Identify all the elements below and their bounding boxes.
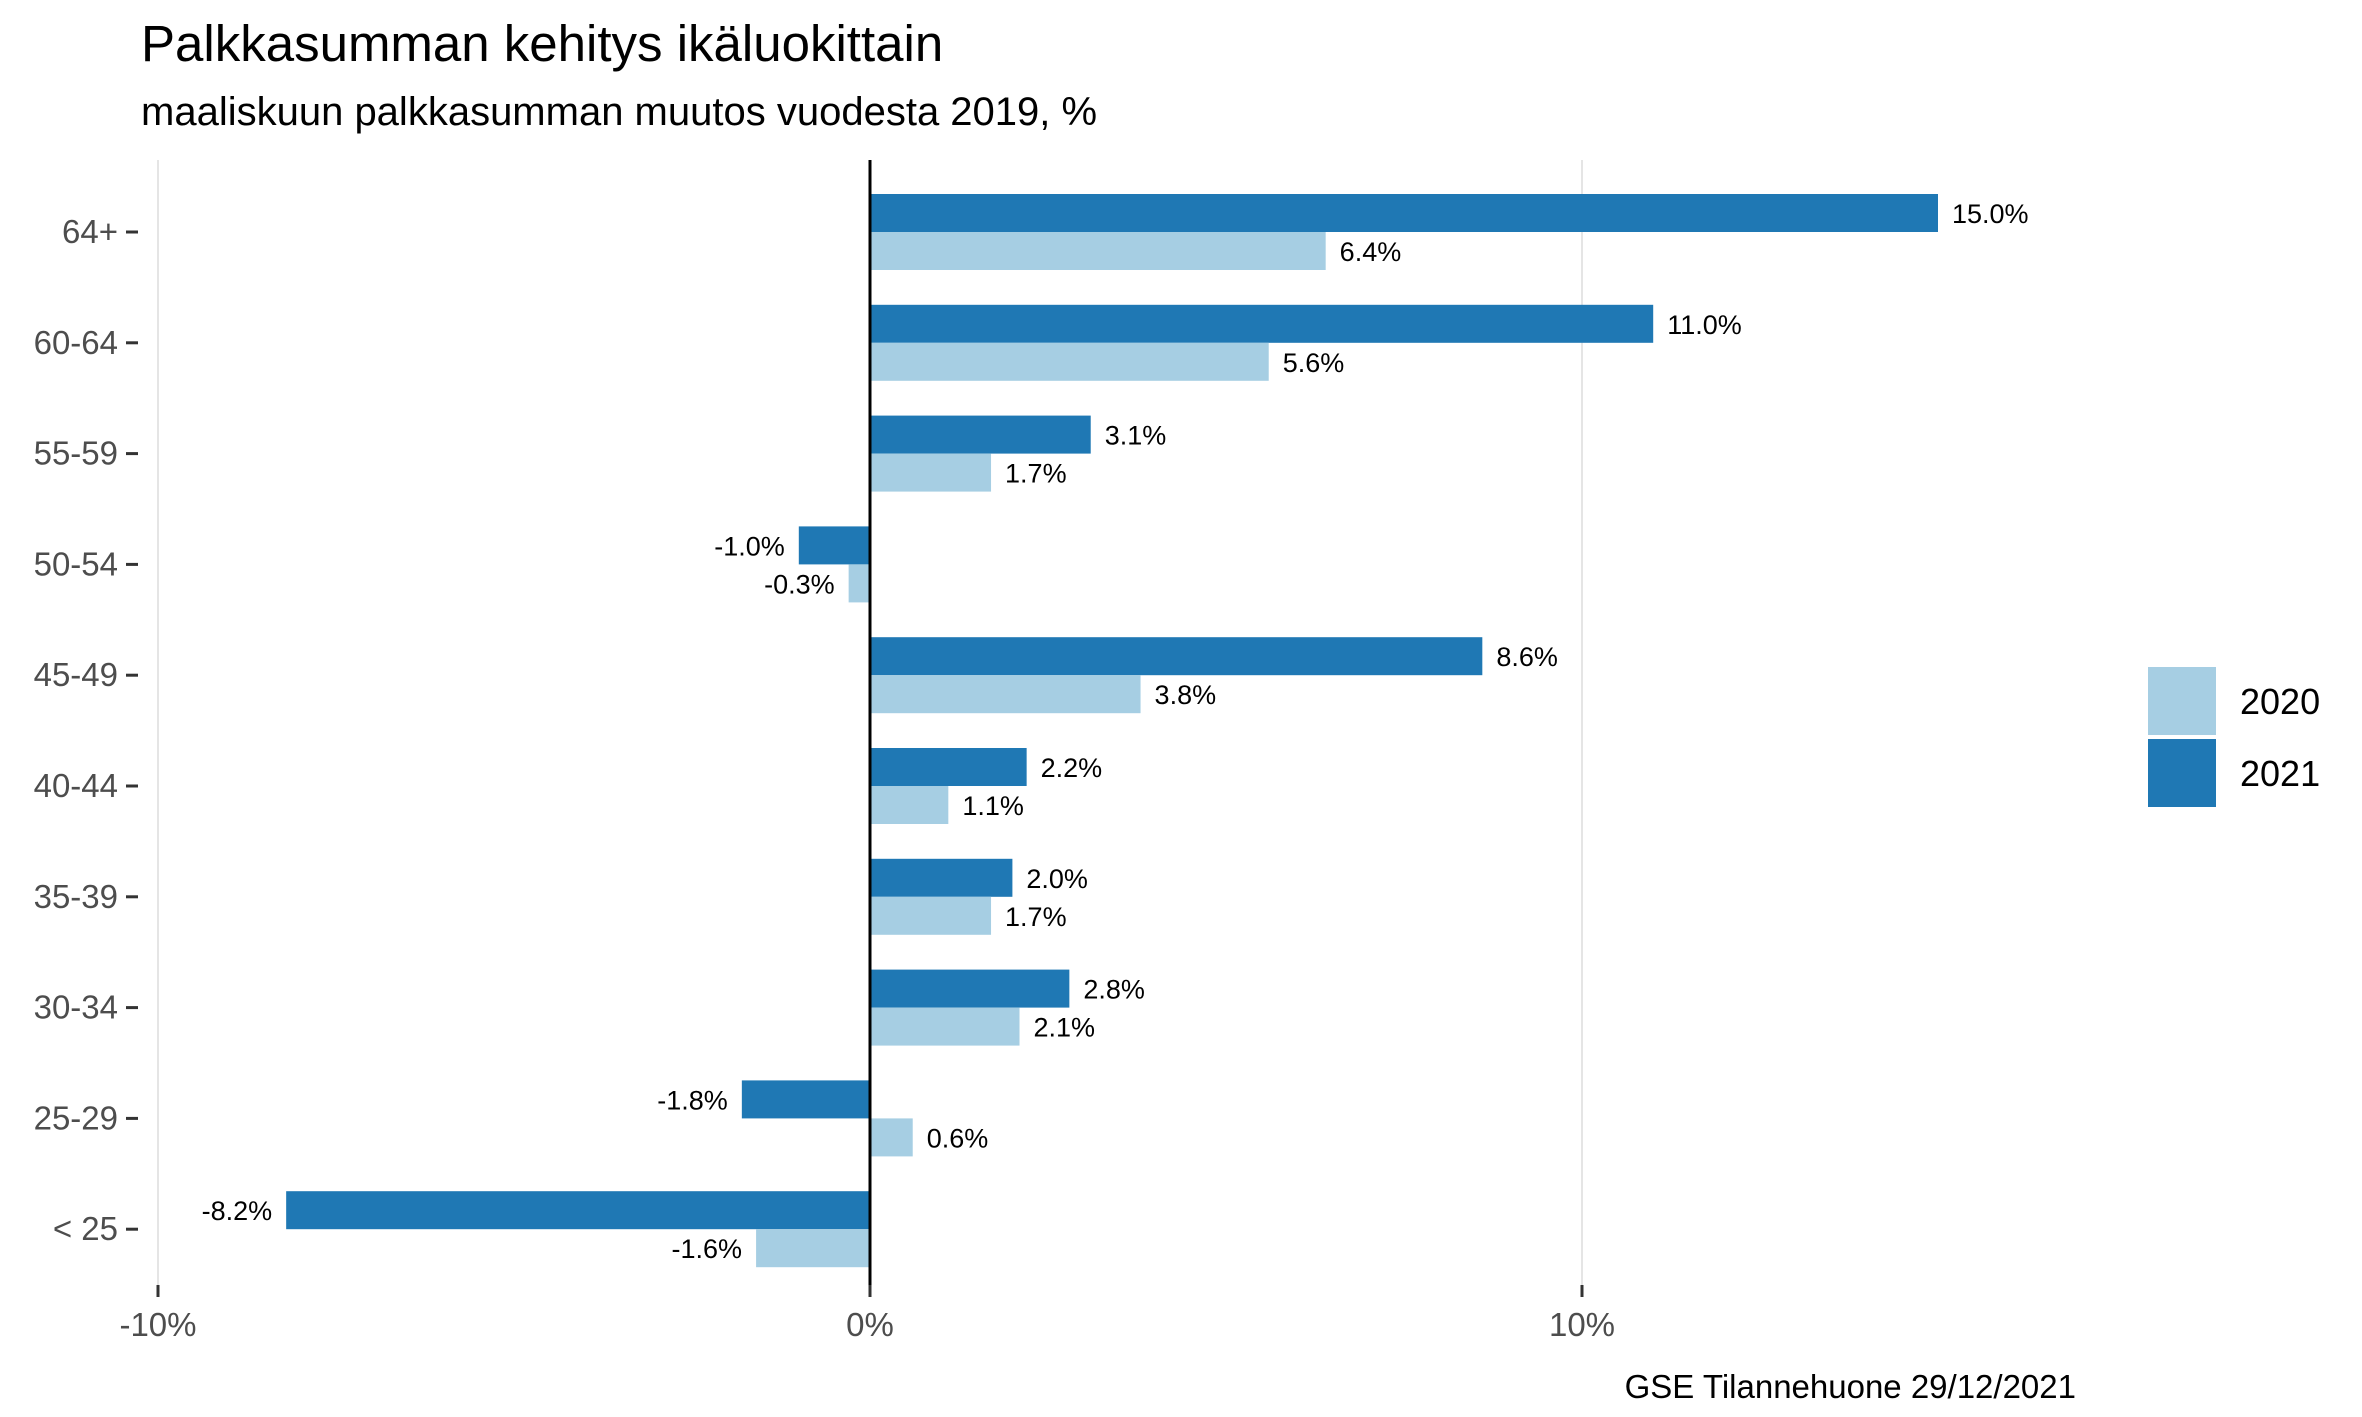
y-tick-label: 40-44 (34, 767, 118, 804)
legend-key-2021 (2148, 739, 2216, 807)
y-tick-label: 50-54 (34, 545, 118, 582)
data-label-2021: 3.1% (1105, 421, 1167, 451)
data-label-2021: 2.0% (1026, 864, 1088, 894)
data-label-2020: 5.6% (1283, 348, 1345, 378)
bar-2020 (756, 1229, 870, 1268)
bar-2021 (870, 858, 1013, 897)
data-label-2021: -1.8% (657, 1085, 728, 1115)
bar-2021 (798, 526, 870, 565)
chart-title: Palkkasumman kehitys ikäluokittain (141, 15, 944, 72)
bar-2020 (870, 1118, 913, 1157)
bar-2020 (870, 453, 992, 492)
bar-2020 (870, 342, 1269, 381)
y-tick-label: 45-49 (34, 656, 118, 693)
x-tick-label: -10% (119, 1306, 196, 1343)
data-label-2020: 3.8% (1155, 680, 1217, 710)
bar-2021 (741, 1080, 870, 1119)
data-label-2020: 1.1% (962, 791, 1024, 821)
bar-2021 (870, 304, 1654, 343)
legend-label-2021: 2021 (2240, 753, 2320, 794)
y-tick-label: 60-64 (34, 324, 118, 361)
data-label-2020: 1.7% (1005, 459, 1067, 489)
y-tick-label: 35-39 (34, 878, 118, 915)
bar-2021 (286, 1191, 870, 1230)
y-tick-label: 55-59 (34, 435, 118, 472)
data-label-2021: -8.2% (202, 1196, 273, 1226)
chart-caption: GSE Tilannehuone 29/12/2021 (1624, 1368, 2076, 1405)
bar-2021 (870, 415, 1091, 454)
data-label-2021: 15.0% (1952, 199, 2029, 229)
y-tick-label: 25-29 (34, 1099, 118, 1136)
y-tick-label: 30-34 (34, 989, 118, 1026)
x-tick-label: 10% (1549, 1306, 1615, 1343)
legend-key-2020 (2148, 667, 2216, 735)
y-tick-label: 64+ (62, 213, 118, 250)
data-label-2021: 2.8% (1083, 975, 1145, 1005)
bar-2020 (870, 232, 1326, 270)
x-tick-label: 0% (846, 1306, 894, 1343)
data-label-2021: 11.0% (1667, 310, 1742, 340)
bar-2020 (870, 675, 1141, 714)
data-label-2020: -1.6% (672, 1234, 743, 1264)
bar-2021 (870, 194, 1938, 232)
data-label-2020: 0.6% (927, 1123, 989, 1153)
bar-2020 (870, 786, 949, 824)
bar-2020 (870, 896, 992, 935)
data-label-2020: 2.1% (1034, 1013, 1096, 1043)
data-label-2020: 1.7% (1005, 902, 1067, 932)
bar-2021 (870, 637, 1483, 676)
bar-2020 (870, 1007, 1020, 1046)
data-label-2020: -0.3% (764, 569, 835, 599)
data-label-2021: -1.0% (714, 531, 785, 561)
data-label-2021: 8.6% (1496, 642, 1558, 672)
bar-2021 (870, 969, 1070, 1008)
bar-2021 (870, 748, 1027, 786)
data-label-2021: 2.2% (1041, 753, 1103, 783)
y-tick-label: < 25 (53, 1210, 118, 1247)
legend-label-2020: 2020 (2240, 681, 2320, 722)
bar-2020 (848, 564, 870, 603)
chart-subtitle: maaliskuun palkkasumman muutos vuodesta … (141, 90, 1098, 134)
data-label-2020: 6.4% (1340, 237, 1402, 267)
